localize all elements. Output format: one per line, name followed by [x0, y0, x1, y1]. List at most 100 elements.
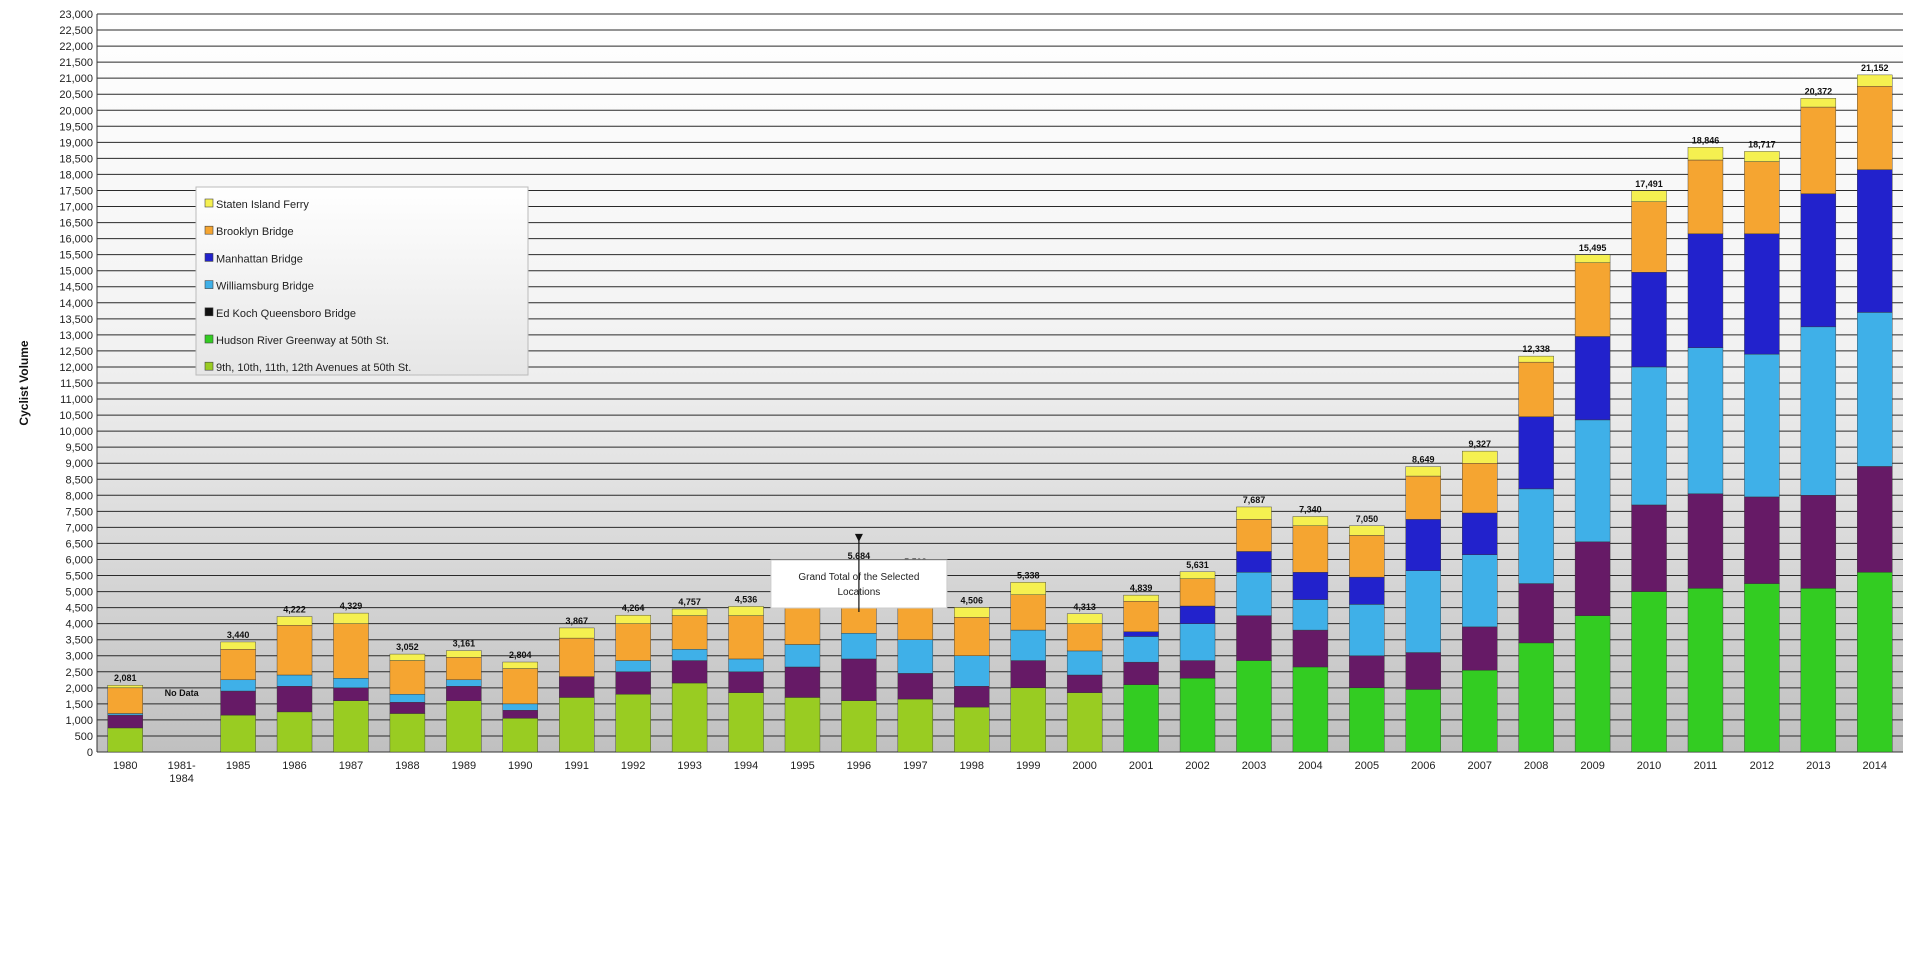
- bar-segment: [1123, 631, 1159, 637]
- bar-segment: [954, 617, 990, 656]
- y-tick-label: 23,000: [59, 9, 93, 21]
- x-axis-ticks: 1980 1981-1984 1985 1986 1987 1988 1989 1990 199…: [113, 760, 1887, 785]
- bar-segment: [502, 703, 538, 711]
- bar-segment: [1518, 416, 1554, 490]
- bar-segment: [1744, 353, 1780, 498]
- y-tick-label: 22,000: [59, 41, 93, 53]
- y-tick-label: 16,000: [59, 234, 93, 246]
- y-tick-label: 9,000: [65, 458, 93, 470]
- bar-segment: [276, 674, 313, 687]
- bar-segment: [1462, 512, 1498, 555]
- bar-segment: [784, 666, 821, 698]
- y-tick-label: 21,500: [59, 57, 93, 69]
- bar-segment: [1800, 193, 1837, 328]
- y-tick-label: 1,500: [65, 699, 93, 711]
- bar-segment: [1349, 687, 1385, 753]
- bar-segment: [671, 608, 708, 616]
- y-tick-label: 7,000: [65, 522, 93, 534]
- bar-total-label: 4,264: [622, 603, 645, 613]
- bar-segment: [1292, 525, 1329, 573]
- bar-segment: [446, 700, 482, 753]
- bar-segment: [728, 615, 764, 660]
- y-tick-label: 15,000: [59, 266, 93, 278]
- bar-segment: [559, 627, 595, 639]
- y-tick-label: 6,500: [65, 538, 93, 550]
- bar-segment: [784, 644, 821, 668]
- bar-segment: [1292, 599, 1329, 631]
- bar-segment: [333, 700, 369, 753]
- bar-segment: [559, 637, 595, 677]
- bar-segment: [1292, 629, 1329, 668]
- bar-total-label: 18,717: [1748, 139, 1776, 149]
- bar-segment: [1405, 570, 1441, 653]
- bar-segment: [1010, 594, 1046, 631]
- legend-entry: Williamsburg Bridge: [216, 281, 314, 293]
- legend-box: [195, 186, 529, 376]
- bar-segment: [333, 678, 369, 689]
- bar-total-label: 7,687: [1243, 495, 1266, 505]
- bar-total-label: 7,340: [1299, 504, 1322, 514]
- x-tick-label: 1990: [508, 760, 532, 772]
- bar-segment: [107, 714, 143, 729]
- bar-segment: [784, 697, 821, 753]
- x-tick-label: 1981-: [168, 760, 196, 772]
- bar-segment: [1123, 594, 1159, 602]
- bar-segment: [1800, 495, 1837, 589]
- x-tick-label: 2005: [1355, 760, 1379, 772]
- bar-segment: [1857, 312, 1893, 467]
- y-tick-label: 13,500: [59, 314, 93, 326]
- bar-segment: [897, 698, 934, 753]
- y-tick-label: 16,500: [59, 218, 93, 230]
- bar-segment: [446, 686, 482, 701]
- y-tick-label: 0: [87, 747, 93, 759]
- bar-segment: [1574, 336, 1611, 421]
- bar-segment: [1179, 571, 1216, 579]
- legend-entry: 9th, 10th, 11th, 12th Avenues at 50th St…: [216, 362, 411, 374]
- bar-segment: [276, 616, 313, 626]
- no-data-label: No Data: [165, 688, 200, 698]
- bar-segment: [1631, 272, 1667, 368]
- bar-segment: [1405, 466, 1441, 477]
- bar-segment: [1066, 650, 1103, 676]
- y-tick-label: 21,000: [59, 73, 93, 85]
- legend-swatch: [204, 361, 214, 371]
- legend-swatch: [204, 253, 214, 262]
- bar-segment: [1744, 233, 1780, 355]
- bar-segment: [1631, 190, 1667, 202]
- bar-segment: [389, 702, 426, 714]
- y-tick-label: 19,500: [59, 121, 93, 133]
- y-tick-label: 2,500: [65, 667, 93, 679]
- y-tick-label: 4,500: [65, 603, 93, 615]
- y-tick-label: 8,500: [65, 474, 93, 486]
- bar-segment: [615, 623, 651, 661]
- bar-segment: [1518, 642, 1554, 753]
- grand-total-callout: Grand Total of the Selected Locations: [770, 533, 948, 612]
- y-tick-label: 15,500: [59, 250, 93, 262]
- bar-segment: [1066, 623, 1103, 652]
- bar-total-label: 7,050: [1356, 514, 1379, 524]
- legend-entry: Manhattan Bridge: [216, 253, 303, 265]
- x-tick-label: 2009: [1580, 760, 1604, 772]
- y-tick-label: 12,500: [59, 346, 93, 358]
- no-data-annotation: No Data: [165, 688, 200, 698]
- y-tick-label: 22,500: [59, 25, 93, 37]
- bar-segment: [1518, 488, 1554, 584]
- bar-segment: [615, 694, 651, 753]
- y-tick-label: 3,500: [65, 635, 93, 647]
- bar-segment: [333, 612, 369, 624]
- bar-segment: [1857, 85, 1893, 170]
- x-tick-label: 1991: [564, 760, 588, 772]
- bar-segment: [1462, 554, 1498, 628]
- bar-segment: [1744, 583, 1780, 753]
- x-tick-label: 1998: [960, 760, 984, 772]
- bar-segment: [1179, 605, 1216, 624]
- bar-segment: [389, 694, 426, 703]
- x-tick-label: 2006: [1411, 760, 1435, 772]
- bar-segment: [1010, 687, 1046, 753]
- bar-segment: [1405, 475, 1441, 520]
- bar-total-label: 3,440: [227, 630, 250, 640]
- bar-segment: [1857, 572, 1893, 753]
- x-tick-label: 2008: [1524, 760, 1548, 772]
- y-tick-label: 2,000: [65, 683, 93, 695]
- bar-segment: [1574, 419, 1611, 543]
